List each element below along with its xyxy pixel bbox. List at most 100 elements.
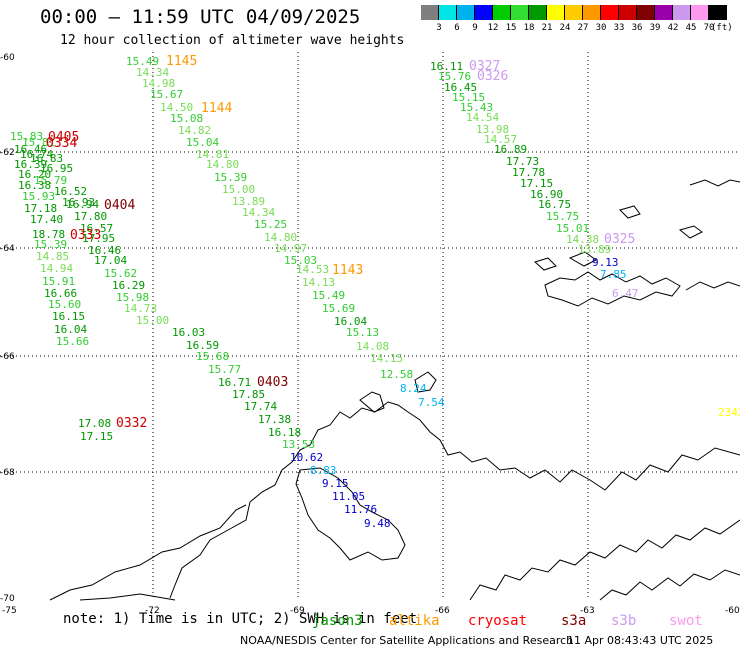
- swh-value: 16.46: [88, 244, 121, 257]
- swh-value: 15.98: [116, 291, 149, 304]
- colorbar-label: 39: [649, 23, 661, 33]
- swh-value: 16.04: [54, 323, 87, 336]
- swh-value: 14.94: [40, 262, 73, 275]
- colorbar-label: 3: [436, 23, 442, 33]
- longitude-label: -60: [725, 606, 740, 616]
- colorbar-unit: (ft): [711, 23, 733, 33]
- swh-value: 17.04: [94, 254, 127, 267]
- pass-time-label: 0325: [604, 232, 635, 247]
- swh-value: 15.77: [208, 363, 241, 376]
- pass-time-label: 0405: [48, 130, 79, 145]
- swh-value: 16.38: [18, 179, 51, 192]
- swh-value: 14.38: [566, 233, 599, 246]
- colorbar-swatch: [511, 5, 529, 20]
- legend-s3a: s3a: [561, 613, 587, 629]
- swh-value: 9.15: [322, 477, 349, 490]
- swh-value: 14.54: [466, 111, 499, 124]
- colorbar-label: 6: [454, 23, 460, 33]
- swh-value: 13.89: [232, 195, 265, 208]
- swh-value: 15.04: [186, 136, 219, 149]
- swh-value: 17.95: [82, 232, 115, 245]
- swh-value: 9.48: [364, 517, 391, 530]
- colorbar-label: 36: [631, 23, 643, 33]
- swh-value: 13.53: [282, 438, 315, 451]
- swh-value: 14.98: [142, 77, 175, 90]
- swh-value: 16.93: [62, 196, 95, 209]
- swh-value: 8.83: [310, 464, 337, 477]
- swh-value: 17.73: [506, 155, 539, 168]
- swh-value: 7.54: [418, 396, 445, 409]
- axis-labels: -60 -62 -64 -66 -68 -70 -75 -72 -69 -66 -63 -60: [0, 53, 740, 616]
- swh-value: 15.43: [460, 101, 493, 114]
- longitude-label: -63: [580, 606, 595, 616]
- swh-value: 16.45: [444, 81, 477, 94]
- colorbar-label: 15: [505, 23, 517, 33]
- swh-value: 15.75: [546, 210, 579, 223]
- pass-time-label: 0404: [104, 198, 135, 213]
- footer-timestamp: 11 Apr 08:43:43 UTC 2025: [567, 634, 714, 647]
- swh-value: 15.67: [150, 88, 183, 101]
- colorbar-swatch: [421, 5, 439, 20]
- swh-value: 14.97: [274, 242, 307, 255]
- pass-time-label: 0326: [477, 69, 508, 84]
- swh-value: 15.00: [136, 314, 169, 327]
- swh-value: 15.49: [126, 55, 159, 68]
- swh-value: 15.66: [56, 335, 89, 348]
- swh-value: 15.15: [452, 91, 485, 104]
- legend-s3b: s3b: [611, 613, 637, 629]
- swh-value: 16.94: [66, 198, 99, 211]
- latitude-label: -64: [0, 244, 15, 254]
- swh-value: 16.11: [430, 60, 463, 73]
- swh-value: 16.46: [14, 143, 47, 156]
- swh-value: 14.50: [160, 101, 193, 114]
- swh-value: 15.68: [196, 350, 229, 363]
- colorbar-swatch: [439, 5, 457, 20]
- swh-value: 17.15: [520, 177, 553, 190]
- swh-value: 17.78: [512, 166, 545, 179]
- colorbar-label: 30: [595, 23, 607, 33]
- pass-time-label: 0334: [46, 136, 77, 151]
- colorbar-swatch: [637, 5, 655, 20]
- colorbar-swatch: [493, 5, 511, 20]
- colorbar-swatch: [709, 5, 727, 20]
- swh-value: 15.62: [104, 267, 137, 280]
- pass-time-label: 1144: [201, 101, 232, 116]
- latitude-label: -62: [0, 148, 15, 158]
- map-title: 00:00 – 11:59 UTC 04/09/2025: [40, 6, 361, 28]
- swh-value: 14.82: [178, 124, 211, 137]
- colorbar-label: 33: [613, 23, 625, 33]
- colorbar-label: 45: [685, 23, 697, 33]
- swh-value: 16.75: [538, 198, 571, 211]
- latitude-label: -66: [0, 352, 15, 362]
- swh-value: 17.85: [232, 388, 265, 401]
- swh-value: 15.81: [22, 136, 55, 149]
- swh-value: 14.81: [196, 148, 229, 161]
- swh-value: 16.04: [334, 315, 367, 328]
- colorbar-swatch: [601, 5, 619, 20]
- colorbar-swatch: [457, 5, 475, 20]
- colorbar-label: 21: [541, 23, 553, 33]
- swh-value: 14.73: [124, 302, 157, 315]
- swh-value: 15.93: [22, 190, 55, 203]
- swh-value: 14.80: [264, 231, 297, 244]
- latitude-label: -60: [0, 53, 15, 63]
- pass-time-label: 0327: [469, 59, 500, 74]
- swh-value: 12.58: [380, 368, 413, 381]
- footer-credit: NOAA/NESDIS Center for Satellite Applica…: [240, 634, 574, 647]
- swh-value: 16.39: [14, 158, 47, 171]
- graticule: [0, 52, 740, 600]
- note-text: note: 1) Time is in UTC; 2) SWH is in fe…: [63, 611, 418, 627]
- coastline: [49, 179, 740, 601]
- colorbar-label: 70: [703, 23, 715, 33]
- swh-value: 17.38: [258, 413, 291, 426]
- swh-value: 15.83: [10, 130, 43, 143]
- swh-value: 15.79: [34, 174, 67, 187]
- swh-value: 16.57: [80, 222, 113, 235]
- swh-value: 18.78: [32, 228, 65, 241]
- colorbar-swatch: [547, 5, 565, 20]
- colorbar-swatch: [673, 5, 691, 20]
- swh-value: 16.71: [218, 376, 251, 389]
- swh-value: 16.15: [52, 310, 85, 323]
- swh-value: 16.29: [112, 279, 145, 292]
